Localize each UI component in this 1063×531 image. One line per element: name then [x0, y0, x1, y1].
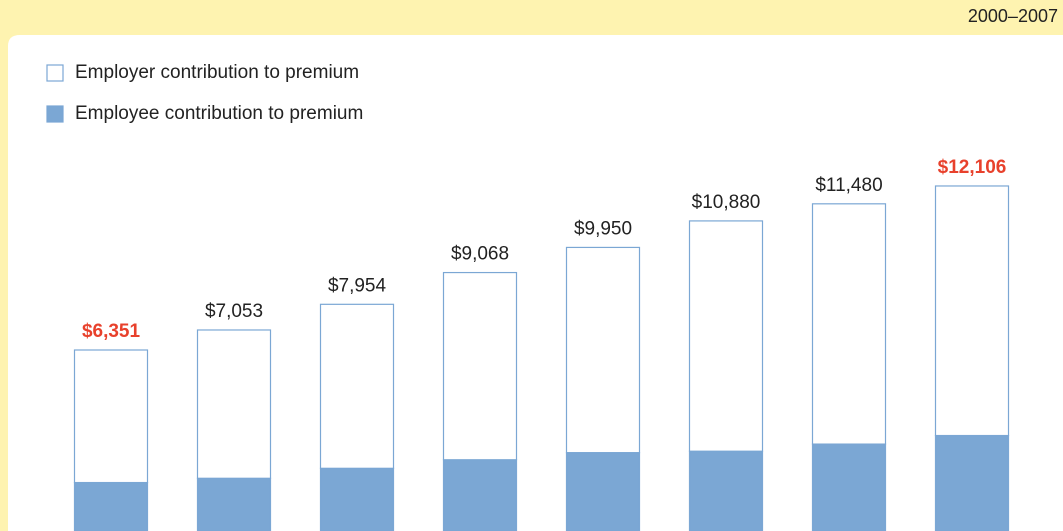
bar-segment	[444, 460, 517, 531]
bar-segment	[444, 273, 517, 460]
bar-segment	[936, 186, 1009, 436]
total-label: $7,954	[328, 275, 387, 296]
total-label: $6,351	[82, 321, 141, 342]
total-label: $9,950	[574, 218, 632, 239]
total-label: $7,053	[205, 301, 263, 322]
bar-segment	[690, 221, 763, 451]
legend-label: Employee contribution to premium	[75, 103, 363, 124]
total-label: $11,480	[815, 175, 882, 196]
legend-swatch	[47, 65, 63, 81]
total-label: $9,068	[451, 244, 509, 265]
bar-segment	[198, 478, 271, 531]
bar-segment	[75, 483, 148, 531]
bar-segment	[813, 204, 886, 444]
legend-swatch	[47, 106, 63, 122]
bar-segment	[321, 304, 394, 468]
bar-segment	[198, 330, 271, 478]
bar-segment	[936, 436, 1009, 531]
bar-segment	[321, 468, 394, 531]
legend-label: Employer contribution to premium	[75, 62, 359, 83]
bar-segment	[813, 444, 886, 531]
bar-segment	[690, 451, 763, 531]
chart-subtitle: 2000–2007	[968, 6, 1058, 26]
bar-segment	[567, 453, 640, 531]
bar-segment	[567, 247, 640, 452]
total-label: $10,880	[692, 192, 761, 213]
total-label: $12,106	[938, 157, 1007, 178]
bar-segment	[75, 350, 148, 483]
chart: 2000–2007 Employer contribution to premi…	[0, 0, 1063, 531]
